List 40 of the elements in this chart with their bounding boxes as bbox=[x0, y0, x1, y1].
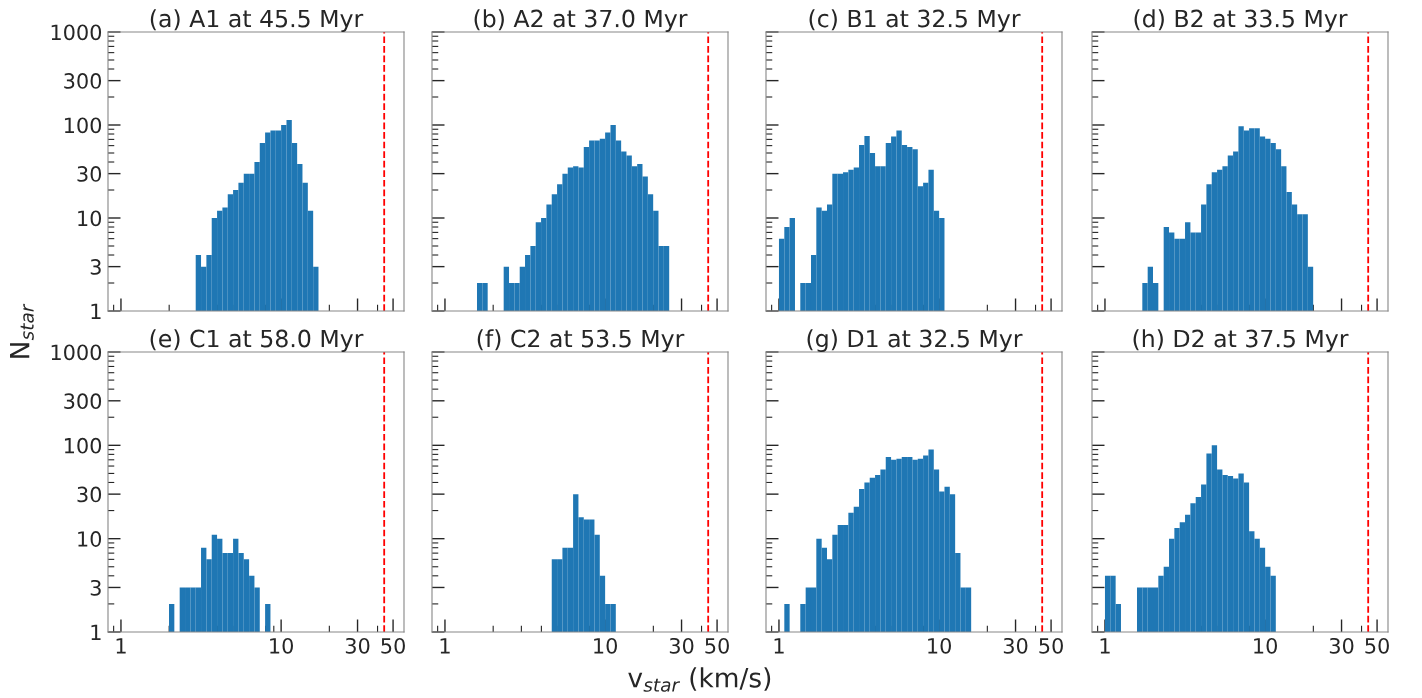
y-tick-label: 300 bbox=[64, 73, 102, 89]
y-tick-label: 100 bbox=[64, 117, 102, 134]
x-tick-label: 50 bbox=[381, 637, 405, 654]
chart-title: (f) C2 at 53.5 Myr bbox=[477, 329, 685, 352]
chart-title: (h) D2 at 37.5 Myr bbox=[1133, 329, 1349, 352]
y-tick-label: 1000 bbox=[51, 344, 102, 361]
y-tick-label: 1000 bbox=[51, 24, 102, 41]
y-axis-title: N$_{star}$ bbox=[10, 303, 34, 358]
chart-title: (g) D1 at 32.5 Myr bbox=[807, 329, 1023, 352]
y-tick-label: 3 bbox=[90, 259, 101, 275]
x-tick-label: 1 bbox=[774, 638, 784, 654]
y-tick-label: 100 bbox=[64, 437, 102, 454]
y-tick-label: 10 bbox=[78, 531, 102, 547]
x-tick-label: 1 bbox=[440, 638, 450, 654]
x-axis-title: v$_{star}$ (km/s) bbox=[628, 667, 771, 692]
x-tick-label: 1 bbox=[116, 638, 126, 654]
x-tick-label: 30 bbox=[345, 637, 370, 654]
chart-title: (a) A1 at 45.5 Myr bbox=[150, 9, 364, 32]
x-tick-label: 50 bbox=[705, 637, 729, 654]
x-tick-label: 1 bbox=[1100, 638, 1110, 654]
y-tick-label: 1 bbox=[91, 624, 101, 640]
x-tick-label: 30 bbox=[669, 637, 694, 654]
x-tick-label: 10 bbox=[928, 637, 951, 654]
y-tick-label: 3 bbox=[90, 579, 101, 596]
x-tick-label: 10 bbox=[594, 637, 617, 654]
x-tick-label: 10 bbox=[270, 637, 293, 654]
chart-title: (e) C1 at 58.0 Myr bbox=[150, 329, 364, 352]
y-tick-label: 1 bbox=[91, 303, 101, 319]
x-tick-label: 10 bbox=[1254, 637, 1277, 654]
x-tick-label: 50 bbox=[1039, 637, 1063, 654]
x-tick-label: 30 bbox=[1003, 637, 1028, 654]
x-tick-label: 30 bbox=[1329, 637, 1354, 654]
y-tick-label: 300 bbox=[64, 393, 102, 410]
chart-title: (c) B1 at 32.5 Myr bbox=[809, 9, 1021, 32]
y-tick-label: 10 bbox=[78, 210, 102, 227]
y-tick-label: 30 bbox=[77, 166, 102, 182]
x-tick-label: 50 bbox=[1365, 637, 1389, 654]
y-tick-label: 30 bbox=[77, 486, 102, 503]
chart-title: (d) B2 at 33.5 Myr bbox=[1134, 9, 1348, 32]
chart-title: (b) A2 at 37.0 Myr bbox=[474, 9, 688, 32]
